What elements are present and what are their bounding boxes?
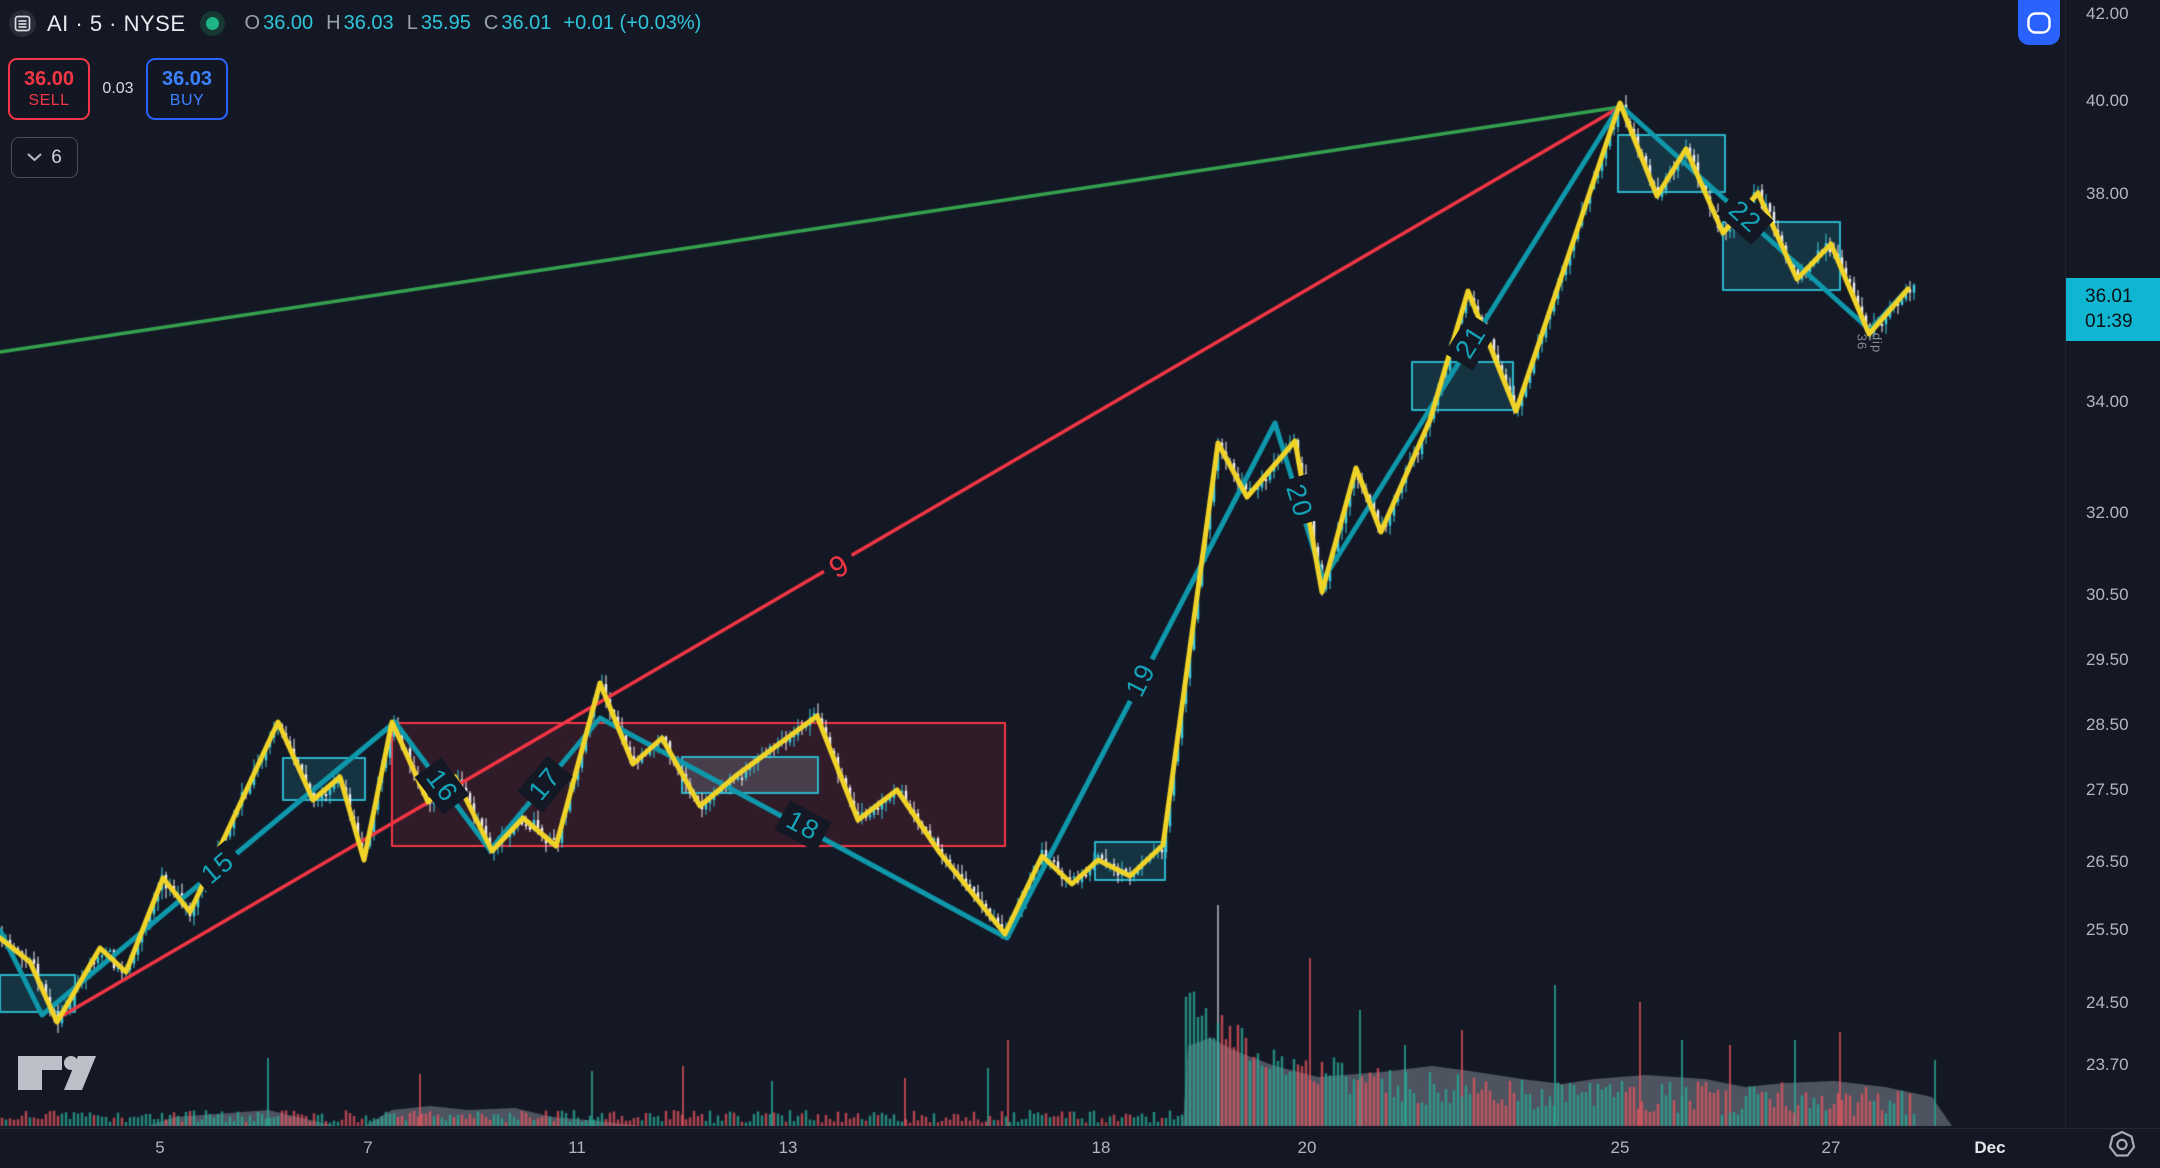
symbol-details-icon[interactable]	[9, 10, 36, 37]
time-tick-label: 20	[1297, 1138, 1317, 1157]
close-value: 36.01	[501, 12, 552, 34]
open-value: 36.00	[263, 12, 314, 34]
price-tick-label: 24.50	[2086, 993, 2129, 1012]
price-tick-label: 30.50	[2086, 585, 2129, 604]
time-tick-label: 7	[363, 1138, 373, 1157]
close-label: C	[483, 12, 499, 34]
price-tick-label: 23.70	[2086, 1055, 2129, 1074]
fullscreen-icon	[2027, 11, 2051, 34]
last-price-label: 36.01 01:39	[2066, 278, 2160, 341]
price-tick-label: 26.50	[2086, 852, 2129, 871]
price-tick-label: 34.00	[2086, 392, 2129, 411]
buy-label: BUY	[169, 92, 205, 109]
symbol-row: AI · 5 · NYSE O 36.00 H 36.03 L 35.95 C 36.0…	[9, 10, 701, 37]
drawings-count-chip[interactable]: 6	[11, 137, 78, 178]
drawings-count: 6	[51, 146, 62, 168]
symbol-title[interactable]: AI · 5 · NYSE	[47, 10, 186, 36]
trade-buttons-row: 36.00 SELL 0.03 36.03 BUY	[8, 58, 228, 120]
buy-button[interactable]: 36.03 BUY	[146, 58, 228, 120]
last-price-value: 36.01	[2085, 286, 2133, 307]
sell-price: 36.00	[23, 68, 75, 90]
sell-button[interactable]: 36.00 SELL	[8, 58, 90, 120]
time-tick-label: 13	[778, 1138, 798, 1157]
spread-value: 0.03	[102, 80, 134, 97]
time-tick-label: 18	[1091, 1138, 1111, 1157]
price-tick-label: 28.50	[2086, 715, 2129, 734]
chevron-down-icon	[27, 153, 42, 161]
fullscreen-button[interactable]	[2018, 0, 2060, 45]
time-tick-label: Dec	[1974, 1138, 2006, 1157]
price-tick-label: 29.50	[2086, 650, 2129, 669]
high-label: H	[326, 12, 341, 34]
list-icon	[14, 15, 31, 32]
price-tick-label: 38.00	[2086, 184, 2129, 203]
high-value: 36.03	[343, 12, 394, 34]
market-open-dot	[205, 17, 219, 30]
price-tick-label: 25.50	[2086, 920, 2129, 939]
market-status-dot[interactable]	[199, 11, 225, 36]
price-tick-label: 32.00	[2086, 503, 2129, 522]
price-tick-label: 27.50	[2086, 780, 2129, 799]
price-tick-label: 40.00	[2086, 91, 2129, 110]
open-label: O	[244, 12, 261, 34]
ohlc-values: O 36.00 H 36.03 L 35.95 C 36.01 +0.01 (+0.03…	[245, 12, 702, 35]
price-tick-label: 42.00	[2086, 4, 2129, 23]
tradingview-logo[interactable]	[18, 1056, 110, 1092]
time-tick-label: 25	[1610, 1138, 1630, 1157]
time-tick-label: 5	[155, 1138, 165, 1157]
low-value: 35.95	[420, 12, 471, 34]
price-axis[interactable]: 42.00 40.00 38.00 34.00 32.00 30.50 29.50 28.50…	[2065, 0, 2160, 1128]
bar-countdown: 01:39	[2085, 311, 2133, 332]
time-tick-label: 11	[568, 1138, 586, 1157]
time-tick-label: 27	[1821, 1138, 1841, 1157]
buy-price: 36.03	[161, 68, 213, 90]
settings-gear-icon[interactable]	[2102, 1128, 2142, 1166]
time-axis[interactable]: 5 7 11 13 18 20 25 27 Dec	[0, 1128, 2160, 1168]
change-value: +0.01 (+0.03%)	[563, 12, 702, 34]
sell-label: SELL	[28, 92, 70, 109]
low-label: L	[406, 12, 418, 34]
